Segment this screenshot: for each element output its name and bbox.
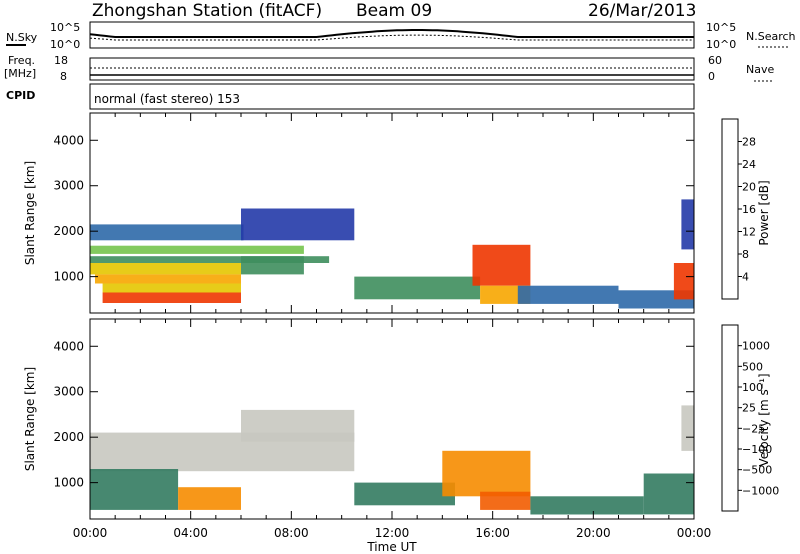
time-tick-label: 16:00 [475, 526, 510, 540]
power-y-label: Slant Range [km] [23, 161, 37, 265]
velocity-colorbar-label: −500 [742, 464, 772, 477]
velocity-y-tick-label: 1000 [53, 476, 84, 490]
n-search-label: N.Search [746, 30, 796, 43]
power-colorbar-label: 16 [742, 203, 756, 216]
power-region-8 [241, 208, 355, 241]
cpid-panel: CPID normal (fast stereo) 153 [6, 83, 695, 110]
power-y-tick-label: 3000 [53, 179, 84, 193]
date-title: 26/Mar/2013 [588, 1, 696, 21]
power-colorbar-label: 4 [742, 271, 749, 284]
time-axis-labels: 00:00 04:00 08:00 12:00 16:00 20:00 00:00 [73, 526, 712, 540]
noise-panel-frame [89, 21, 695, 49]
velocity-region-7 [530, 496, 644, 515]
freq-panel: Freq. [MHz] 18 8 60 0 Nave [4, 54, 774, 83]
time-tick-label: 08:00 [274, 526, 309, 540]
power-panel: 1000 2000 3000 4000 Slant Range [km] 4 8 12 16… [23, 112, 771, 314]
noise-panel: N.Sky 10^5 10^0 10^5 10^0 N.Search [6, 21, 796, 51]
freq-label: Freq. [8, 54, 35, 67]
power-region-12 [517, 285, 619, 304]
power-colorbar-label: 20 [742, 181, 756, 194]
time-tick-label: 04:00 [173, 526, 208, 540]
velocity-colorbar-label: 1000 [742, 340, 770, 353]
velocity-x-ticks [89, 319, 695, 519]
power-y-ticks: 1000 2000 3000 4000 [53, 133, 694, 284]
time-tick-label: 12:00 [375, 526, 410, 540]
freq-panel-frame [89, 57, 695, 81]
station-title: Zhongshan Station (fitACF) [92, 1, 322, 21]
velocity-region-6 [480, 491, 531, 510]
power-colorbar-label: 24 [742, 158, 756, 171]
power-y-tick-label: 2000 [53, 224, 84, 238]
power-region-0 [90, 224, 244, 241]
power-data-layer [90, 199, 694, 309]
cpid-label: CPID [6, 89, 35, 102]
n-search-tick-top: 10^5 [706, 21, 736, 34]
power-region-2 [90, 256, 330, 263]
power-region-6 [102, 292, 241, 303]
velocity-colorbar-label: 100 [742, 381, 763, 394]
velocity-colorbar-label: Velocity [m s⁻¹] [757, 373, 771, 466]
time-tick-label: 20:00 [576, 526, 611, 540]
power-region-15 [681, 199, 694, 250]
n-sky-tick-top: 10^5 [50, 21, 80, 34]
velocity-y-ticks: 1000 2000 3000 4000 [53, 339, 694, 490]
nave-tick-bottom: 0 [708, 70, 715, 83]
freq-tick-top: 18 [54, 54, 68, 67]
velocity-colorbar-label: −1000 [742, 484, 779, 497]
velocity-colorbar-label: 500 [742, 360, 763, 373]
velocity-data-layer [90, 405, 694, 515]
n-search-tick-bottom: 10^0 [706, 38, 736, 51]
velocity-y-tick-label: 3000 [53, 385, 84, 399]
velocity-region-1 [241, 409, 355, 442]
velocity-region-5 [442, 450, 531, 497]
time-axis-title: Time UT [366, 540, 417, 554]
n-search-line [89, 34, 694, 41]
time-tick-label: 00:00 [677, 526, 712, 540]
power-x-ticks [89, 113, 695, 313]
n-sky-label: N.Sky [6, 31, 38, 44]
power-region-10 [472, 244, 531, 286]
velocity-region-4 [354, 482, 455, 506]
power-region-4 [95, 274, 241, 284]
power-colorbar: 4 8 12 16 20 24 28 [721, 118, 756, 300]
velocity-colorbar-frame [721, 324, 739, 512]
velocity-y-tick-label: 4000 [53, 339, 84, 353]
n-sky-line [89, 29, 694, 38]
n-sky-tick-bottom: 10^0 [50, 38, 80, 51]
velocity-region-3 [178, 487, 241, 510]
power-colorbar-label: 12 [742, 226, 756, 239]
power-region-9 [354, 276, 481, 300]
velocity-y-label: Slant Range [km] [23, 367, 37, 471]
velocity-colorbar: −1000 −500 −100 −25 25 100 500 1000 [721, 324, 779, 512]
power-colorbar-label: 28 [742, 136, 756, 149]
nave-tick-top: 60 [708, 54, 722, 67]
nave-label: Nave [746, 63, 774, 76]
velocity-region-9 [681, 405, 694, 451]
power-colorbar-frame [721, 118, 739, 300]
power-colorbar-label: Power [dB] [757, 180, 771, 245]
freq-unit-label: [MHz] [4, 67, 36, 80]
cpid-panel-frame [89, 83, 695, 110]
power-region-14 [673, 263, 694, 300]
freq-tick-bottom: 8 [60, 70, 67, 83]
velocity-colorbar-label: −100 [742, 443, 772, 456]
velocity-y-tick-label: 2000 [53, 430, 84, 444]
beam-title: Beam 09 [356, 1, 432, 21]
velocity-colorbar-label: −25 [742, 422, 765, 435]
velocity-colorbar-label: 25 [742, 402, 756, 415]
time-tick-label: 00:00 [73, 526, 108, 540]
cpid-text: normal (fast stereo) 153 [94, 92, 240, 106]
power-region-1 [90, 245, 304, 254]
power-region-3 [90, 263, 241, 275]
velocity-region-8 [643, 473, 694, 515]
power-y-tick-label: 1000 [53, 270, 84, 284]
power-y-tick-label: 4000 [53, 133, 84, 147]
power-colorbar-label: 8 [742, 248, 749, 261]
power-region-7 [241, 256, 304, 275]
velocity-region-2 [90, 469, 179, 510]
power-region-5 [102, 283, 241, 293]
